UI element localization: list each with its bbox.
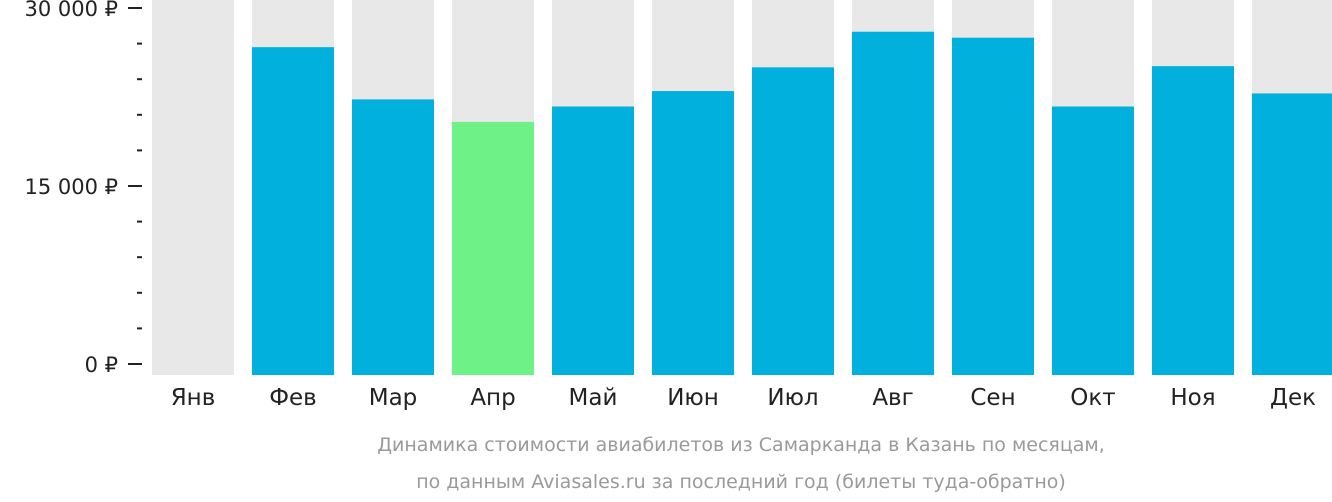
y-tick-label-3: 30 000 ₽ <box>24 0 118 21</box>
y-tick-label-2: 15 000 ₽ <box>24 175 118 199</box>
x-tick-label-10: Окт <box>1070 385 1115 411</box>
bar-12[interactable] <box>1252 93 1332 375</box>
x-tick-label-8: Авг <box>872 385 913 411</box>
bar-4[interactable] <box>452 121 534 375</box>
bar-8[interactable] <box>852 31 934 375</box>
x-tick-label-5: Май <box>569 385 618 411</box>
chart-caption: Динамика стоимости авиабилетов из Самарк… <box>377 434 1105 493</box>
x-tick-label-11: Ноя <box>1170 385 1215 411</box>
bar-9[interactable] <box>952 37 1034 376</box>
bar-track-1 <box>152 0 234 375</box>
y-axis: 0 ₽ 15 000 ₽ 30 000 ₽ <box>24 0 142 377</box>
x-tick-label-2: Фев <box>269 385 317 411</box>
bar-2[interactable] <box>252 47 334 375</box>
bar-10[interactable] <box>1052 106 1134 375</box>
bar-6[interactable] <box>652 91 734 376</box>
x-axis: Янв Фев Мар Апр Май Июн Июл Авг Сен Окт Ноя Дек <box>171 385 1316 411</box>
bars <box>252 31 1332 376</box>
caption-line-1: Динамика стоимости авиабилетов из Самарк… <box>377 434 1105 456</box>
x-tick-label-4: Апр <box>470 385 515 411</box>
caption-line-2: по данным Aviasales.ru за последний год … <box>416 471 1066 493</box>
y-tick-label-1: 0 ₽ <box>85 353 118 377</box>
bar-3[interactable] <box>352 99 434 375</box>
bar-7[interactable] <box>752 67 834 375</box>
bar-11[interactable] <box>1152 66 1234 375</box>
x-tick-label-9: Сен <box>970 385 1015 411</box>
x-tick-label-12: Дек <box>1270 385 1316 411</box>
bar-5[interactable] <box>552 106 634 375</box>
x-tick-label-1: Янв <box>171 385 216 411</box>
x-tick-label-3: Мар <box>369 385 418 411</box>
x-tick-label-7: Июл <box>767 385 818 411</box>
x-tick-label-6: Июн <box>667 385 719 411</box>
